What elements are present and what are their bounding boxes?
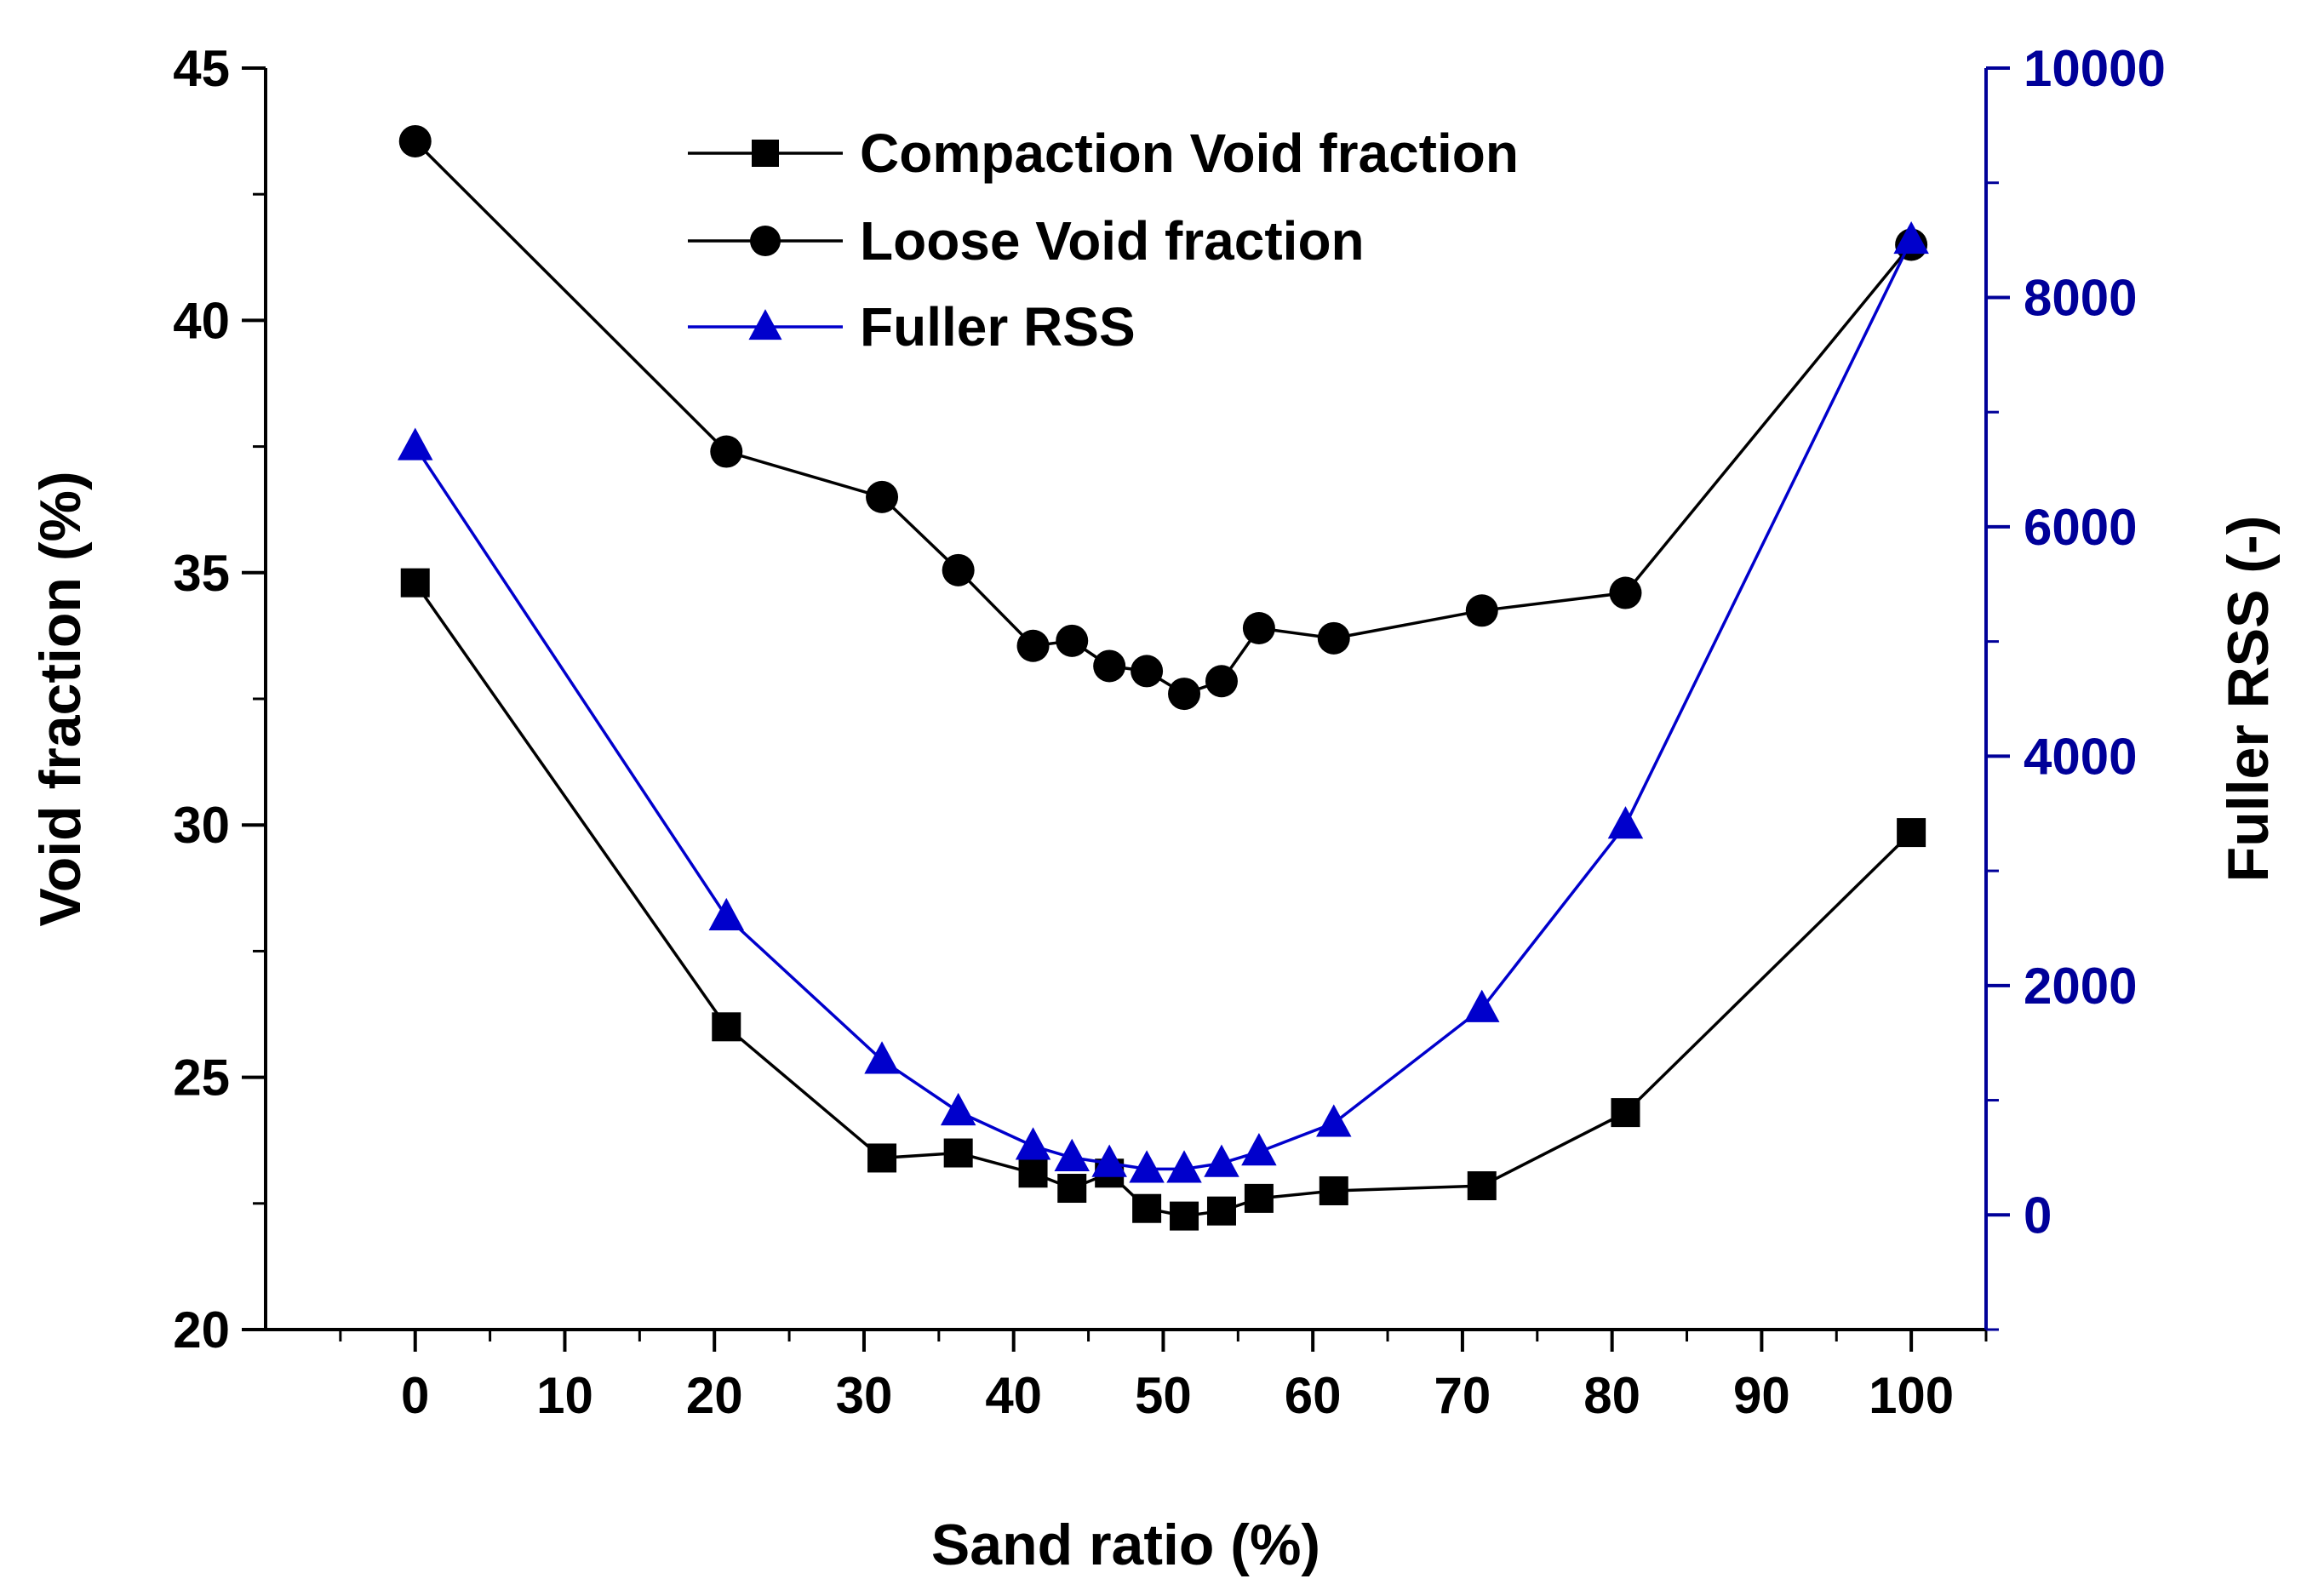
y2-tick-label: 0 — [2024, 1187, 2052, 1244]
y-tick-label: 25 — [173, 1050, 230, 1107]
x-tick-label: 90 — [1733, 1367, 1790, 1424]
data-point-triangle — [1316, 1104, 1352, 1137]
series-line — [414, 581, 1913, 1218]
y2-tick-label: 2000 — [2024, 958, 2137, 1015]
data-point-triangle — [708, 897, 745, 931]
data-point-triangle — [1166, 1150, 1202, 1183]
series-square — [400, 568, 1926, 1231]
data-point-triangle — [940, 1092, 976, 1126]
x-tick-label: 0 — [401, 1367, 429, 1424]
legend-swatch-marker — [748, 309, 782, 340]
data-point-triangle — [397, 427, 433, 460]
series-line — [414, 239, 1913, 1171]
x-tick-label: 30 — [836, 1367, 893, 1424]
data-point-circle — [1016, 629, 1050, 662]
x-tick-label: 80 — [1583, 1367, 1640, 1424]
data-point-square — [1319, 1176, 1348, 1205]
data-point-square — [1611, 1098, 1640, 1128]
data-point-square — [400, 568, 430, 598]
data-point-triangle — [1607, 806, 1644, 839]
data-point-square — [867, 1143, 897, 1173]
y-tick-label: 30 — [173, 797, 230, 854]
data-point-triangle — [1241, 1133, 1277, 1166]
data-point-square — [1897, 818, 1926, 848]
data-point-circle — [1205, 665, 1238, 698]
data-point-circle — [1609, 576, 1642, 609]
x-tick-label: 10 — [536, 1367, 593, 1424]
y-tick-label: 45 — [173, 40, 230, 97]
data-point-triangle — [1464, 989, 1500, 1022]
data-point-circle — [1093, 649, 1126, 683]
x-axis-title: Sand ratio (%) — [931, 1513, 1320, 1577]
legend-entry: Compaction Void fraction — [688, 123, 1519, 184]
data-point-triangle — [1129, 1150, 1165, 1183]
legend-label: Compaction Void fraction — [860, 123, 1519, 184]
data-point-circle — [1465, 594, 1498, 627]
data-point-triangle — [1054, 1138, 1090, 1171]
legend-entry: Loose Void fraction — [688, 210, 1365, 272]
data-point-square — [1244, 1183, 1274, 1213]
y-tick-label: 40 — [173, 292, 230, 349]
y2-axis-title: Fuller RSS (-) — [2216, 516, 2281, 883]
legend-swatch-marker — [750, 226, 781, 256]
x-tick-label: 50 — [1135, 1367, 1192, 1424]
data-point-square — [1467, 1171, 1497, 1201]
data-point-square — [1132, 1193, 1162, 1223]
x-tick-label: 40 — [985, 1367, 1042, 1424]
x-tick-label: 60 — [1285, 1367, 1342, 1424]
data-point-circle — [398, 124, 432, 157]
data-point-circle — [866, 480, 899, 513]
y2-tick-label: 10000 — [2024, 40, 2166, 97]
legend: Compaction Void fraction Loose Void fract… — [688, 123, 1519, 358]
data-point-circle — [710, 435, 743, 468]
data-point-circle — [942, 553, 975, 586]
data-point-circle — [1242, 612, 1275, 645]
axes-layer: 0 10 20 30 40 50 60 70 80 90 100 20 25 30 35 40 45 0 2000 4… — [173, 40, 2166, 1424]
data-point-triangle — [1204, 1144, 1239, 1177]
x-tick-label: 100 — [1869, 1367, 1954, 1424]
legend-label: Loose Void fraction — [860, 210, 1365, 272]
y2-tick-label: 8000 — [2024, 269, 2137, 326]
data-point-triangle — [1893, 220, 1929, 255]
data-point-square — [1170, 1201, 1199, 1231]
y-tick-label: 20 — [173, 1301, 230, 1359]
data-point-square — [943, 1138, 973, 1168]
data-point-triangle — [1091, 1144, 1127, 1177]
legend-swatch-marker — [752, 140, 779, 167]
data-point-triangle — [864, 1041, 900, 1074]
data-point-circle — [1317, 621, 1350, 655]
y-axis-title: Void fraction (%) — [28, 471, 93, 926]
series-circle — [398, 124, 1928, 711]
y-tick-label: 35 — [173, 545, 230, 602]
x-tick-label: 20 — [686, 1367, 743, 1424]
series-triangle — [397, 220, 1929, 1183]
data-point-circle — [1168, 678, 1201, 711]
legend-entry: Fuller RSS — [688, 296, 1136, 358]
legend-label: Fuller RSS — [860, 296, 1136, 358]
y2-tick-label: 4000 — [2024, 728, 2137, 785]
series-layer — [397, 124, 1929, 1231]
data-point-circle — [1131, 655, 1164, 688]
data-point-square — [1057, 1174, 1087, 1204]
data-point-circle — [1056, 624, 1089, 657]
data-point-square — [1018, 1158, 1048, 1188]
data-point-triangle — [1015, 1127, 1051, 1160]
x-tick-label: 70 — [1434, 1367, 1491, 1424]
data-point-square — [1206, 1196, 1236, 1226]
data-point-square — [712, 1012, 741, 1042]
y2-tick-label: 6000 — [2024, 499, 2137, 556]
